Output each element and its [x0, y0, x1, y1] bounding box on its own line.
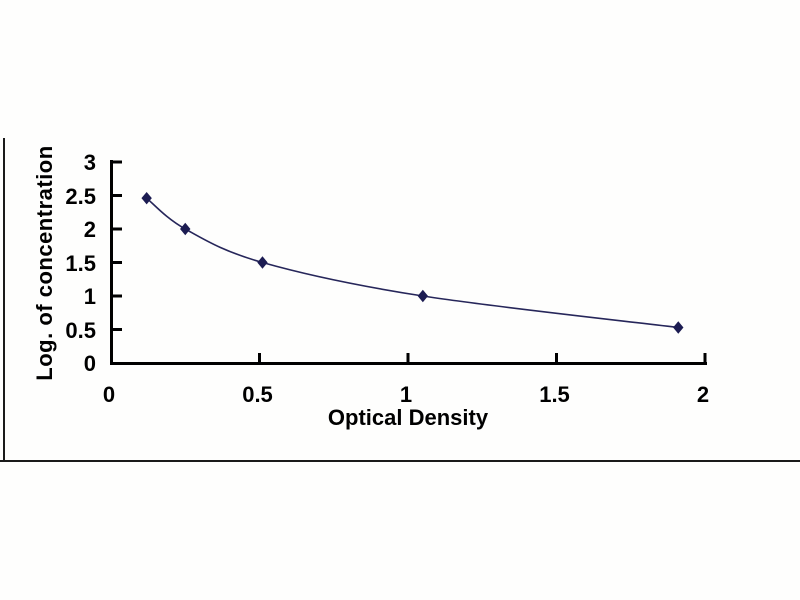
- figure-frame-bottom: [0, 460, 800, 462]
- y-tick-label: 0: [83, 351, 96, 376]
- x-tick-label: 1.5: [539, 382, 570, 407]
- y-tick-label: 0.5: [65, 317, 96, 343]
- figure-frame-left: [3, 138, 5, 462]
- x-tick-label: 1: [399, 382, 413, 407]
- data-point-diamond: [257, 256, 268, 269]
- y-axis-title: Log. of concentration: [32, 145, 57, 381]
- x-axis-title: Optical Density: [327, 405, 489, 430]
- x-tick-label: 0.5: [242, 382, 273, 407]
- y-tick-label: 1: [83, 284, 96, 309]
- y-tick-label: 2.5: [65, 183, 96, 209]
- standard-curve-line: [146, 197, 679, 329]
- data-point-diamond: [417, 289, 429, 303]
- data-point-diamond: [180, 222, 191, 236]
- data-point-diamond: [673, 321, 684, 334]
- x-tick-label: 0: [102, 382, 116, 407]
- data-point-diamond: [141, 191, 152, 205]
- x-tick-label: 2: [696, 382, 710, 407]
- y-tick-label: 1.5: [65, 250, 96, 276]
- y-tick-label: 3: [83, 150, 96, 175]
- y-tick-label: 2: [83, 217, 96, 242]
